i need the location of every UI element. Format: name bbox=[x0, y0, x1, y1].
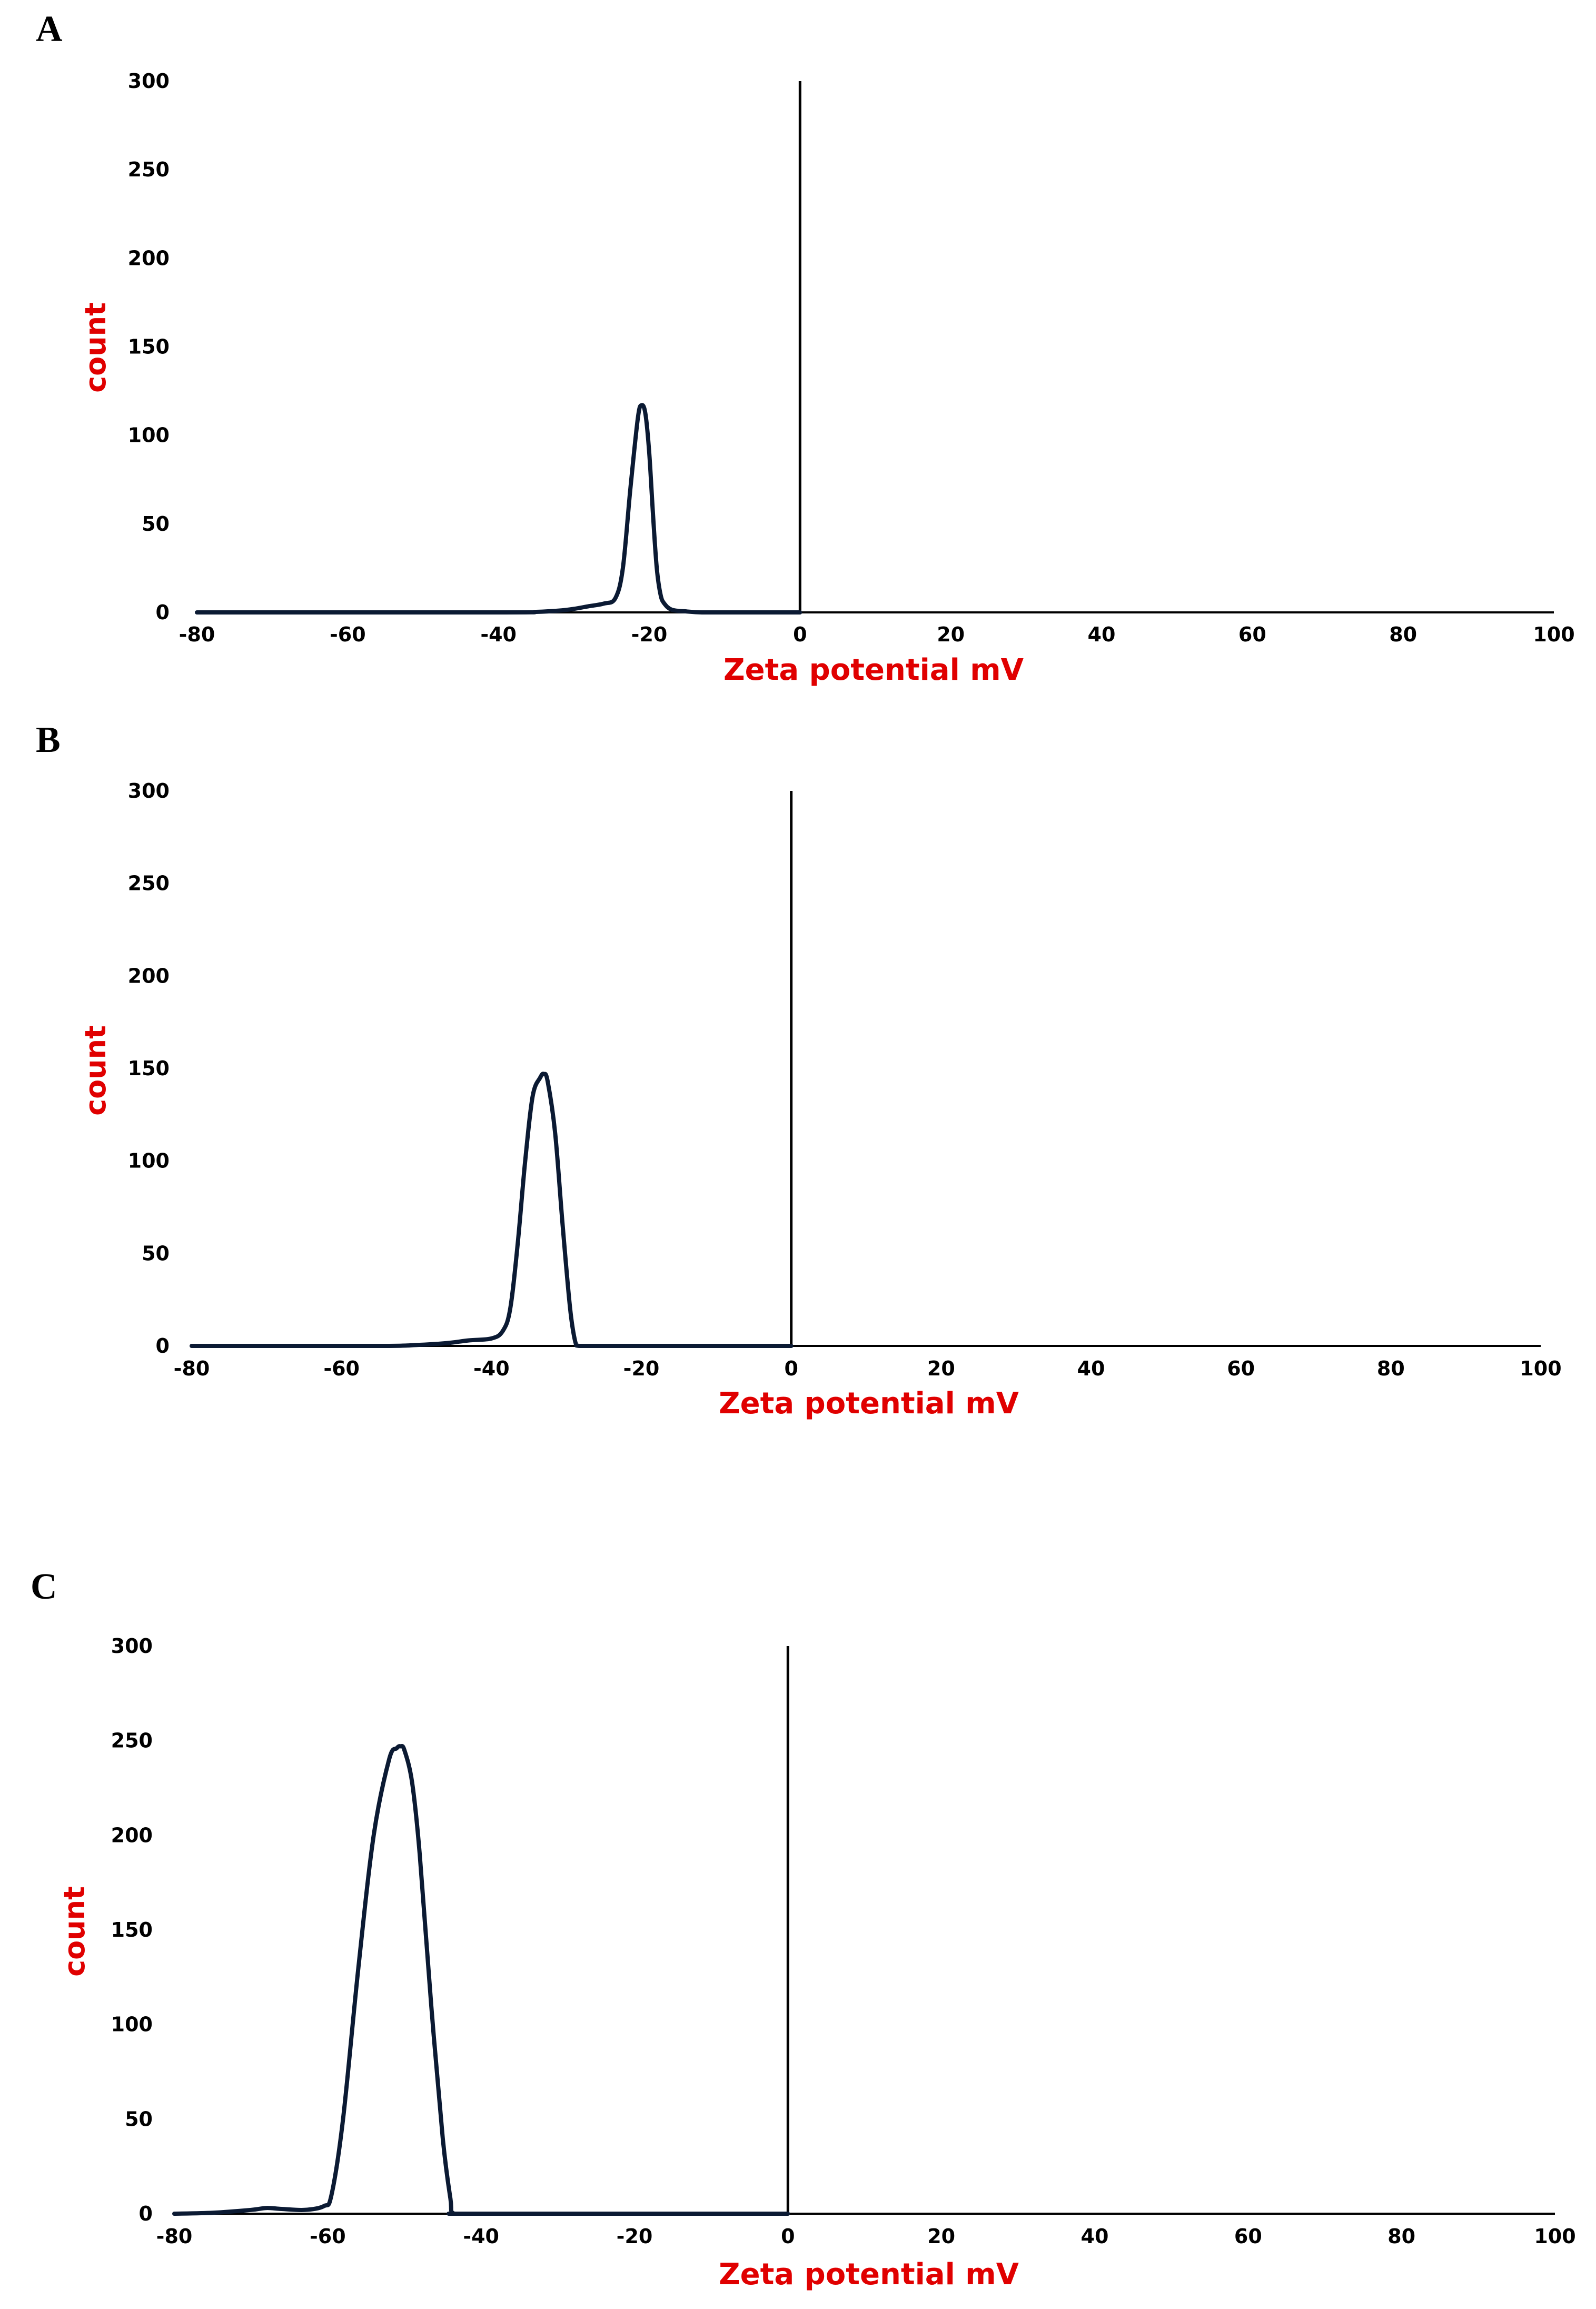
x-tick-label: -20 bbox=[623, 1357, 660, 1380]
x-tick-label: -80 bbox=[156, 2225, 193, 2248]
series-line bbox=[195, 403, 802, 615]
panel-a: A 0 50 100 150 200 250 300 -80 -60 -40 -20 0 20 40 60 80… bbox=[36, 9, 1575, 687]
y-tick-label: 300 bbox=[111, 1634, 153, 1658]
x-tick-label: 0 bbox=[793, 623, 807, 646]
x-tick-label: -80 bbox=[179, 623, 215, 646]
y-tick-label: 100 bbox=[111, 2013, 153, 2036]
x-tick-label: 0 bbox=[781, 2225, 795, 2248]
y-tick-label: 150 bbox=[128, 335, 170, 359]
y-tick-label: 150 bbox=[128, 1057, 170, 1080]
y-tick-label: 300 bbox=[128, 70, 170, 93]
y-tick-label: 100 bbox=[128, 424, 170, 447]
y-tick-label: 0 bbox=[139, 2202, 153, 2225]
y-tick-label: 0 bbox=[156, 1334, 170, 1357]
y-tick-label: 200 bbox=[111, 1824, 153, 1847]
x-tick-label: -20 bbox=[631, 623, 668, 646]
y-axis-title: count bbox=[58, 1886, 91, 1977]
panel-c: C 0 50 100 150 200 250 300 -80 -60 -40 -20 0 20 40 60 80… bbox=[31, 1567, 1576, 2292]
y-tick-label: 150 bbox=[111, 1918, 153, 1941]
x-tick-label: 60 bbox=[1227, 1357, 1255, 1380]
x-tick-label: 60 bbox=[1238, 623, 1266, 646]
x-tick-label: 100 bbox=[1520, 1357, 1561, 1380]
x-tick-label: -60 bbox=[330, 623, 366, 646]
y-tick-label: 200 bbox=[128, 964, 170, 987]
x-tick-label: -40 bbox=[480, 623, 517, 646]
y-tick-label: 200 bbox=[128, 246, 170, 270]
panel-letter: A bbox=[36, 9, 63, 49]
x-axis-title: Zeta potential mV bbox=[723, 653, 1024, 687]
x-tick-label: -20 bbox=[617, 2225, 653, 2248]
y-tick-label: 100 bbox=[128, 1149, 170, 1173]
x-tick-label: -40 bbox=[463, 2225, 499, 2248]
x-tick-label: 20 bbox=[927, 1357, 955, 1380]
y-tick-label: 300 bbox=[128, 779, 170, 802]
x-axis-title: Zeta potential mV bbox=[719, 2257, 1019, 2292]
x-tick-label: 20 bbox=[937, 623, 965, 646]
x-tick-label: -60 bbox=[323, 1357, 360, 1380]
x-tick-label: -60 bbox=[310, 2225, 346, 2248]
x-tick-label: -80 bbox=[174, 1357, 210, 1380]
x-tick-label: 80 bbox=[1389, 623, 1417, 646]
x-tick-label: 80 bbox=[1377, 1357, 1405, 1380]
x-axis-title: Zeta potential mV bbox=[719, 1386, 1019, 1421]
y-tick-label: 50 bbox=[125, 2107, 153, 2130]
panel-b: B 0 50 100 150 200 250 300 -80 -60 -40 -20 0 20 40 60 80… bbox=[36, 720, 1562, 1421]
y-tick-label: 0 bbox=[156, 601, 170, 624]
x-tick-label: 40 bbox=[1077, 1357, 1105, 1380]
y-tick-label: 50 bbox=[142, 512, 170, 536]
y-tick-label: 250 bbox=[128, 872, 170, 895]
x-tick-label: 100 bbox=[1533, 623, 1574, 646]
y-tick-label: 50 bbox=[142, 1242, 170, 1265]
x-tick-label: 20 bbox=[927, 2225, 955, 2248]
x-tick-label: 100 bbox=[1534, 2225, 1575, 2248]
x-tick-label: 60 bbox=[1234, 2225, 1262, 2248]
x-tick-label: 80 bbox=[1387, 2225, 1415, 2248]
x-tick-label: 0 bbox=[784, 1357, 798, 1380]
x-tick-label: 40 bbox=[1081, 2225, 1109, 2248]
x-tick-label: 40 bbox=[1088, 623, 1116, 646]
y-tick-label: 250 bbox=[111, 1729, 153, 1752]
panel-letter: B bbox=[36, 720, 61, 760]
y-axis-title: count bbox=[79, 302, 112, 393]
x-tick-label: -40 bbox=[473, 1357, 510, 1380]
series-line bbox=[172, 1743, 790, 2216]
y-axis-title: count bbox=[79, 1025, 112, 1116]
series-line bbox=[190, 1072, 794, 1349]
panel-letter: C bbox=[31, 1567, 57, 1607]
y-tick-label: 250 bbox=[128, 158, 170, 181]
